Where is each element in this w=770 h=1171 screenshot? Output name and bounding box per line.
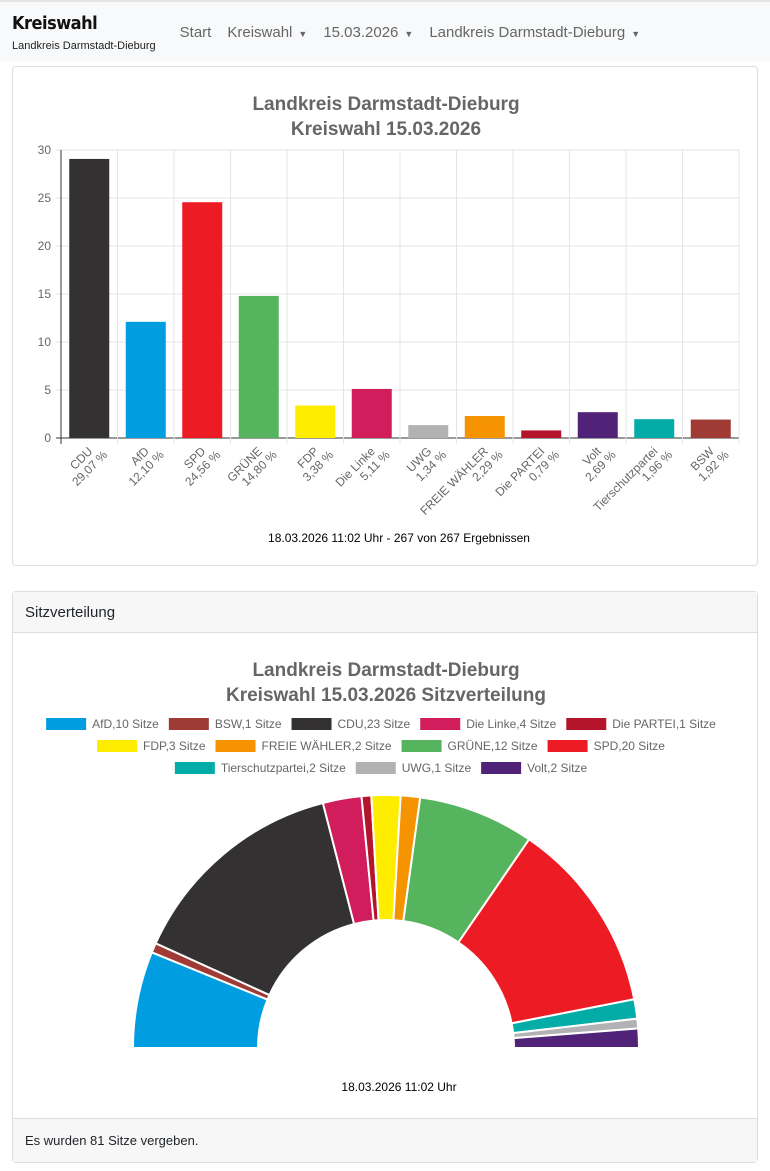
brand-title[interactable]: Kreiswahl bbox=[12, 12, 98, 34]
chart-subtitle: Kreiswahl 15.03.2026 Sitzverteilung bbox=[226, 685, 546, 706]
seats-card: Sitzverteilung Landkreis Darmstadt-Diebu… bbox=[12, 591, 758, 1163]
nav-item-label: 15.03.2026 bbox=[323, 23, 399, 41]
bar-AfD bbox=[125, 321, 166, 438]
legend-swatch bbox=[355, 762, 396, 774]
legend-swatch bbox=[420, 718, 461, 730]
seat-segment-CDU bbox=[154, 801, 356, 997]
seats-footer: Es wurden 81 Sitze vergeben. bbox=[13, 1118, 757, 1162]
legend-label: Die PARTEI,1 Sitze bbox=[612, 717, 716, 731]
bar-CDU bbox=[69, 158, 110, 438]
legend-swatch bbox=[547, 740, 588, 752]
nav-item[interactable]: Start bbox=[180, 24, 212, 41]
nav-item-label: Landkreis Darmstadt-Dieburg bbox=[429, 23, 626, 41]
chart-title: Landkreis Darmstadt-Dieburg bbox=[252, 94, 519, 115]
seat-segment-Volt bbox=[512, 1027, 641, 1049]
legend-label: AfD,10 Sitze bbox=[92, 717, 159, 731]
legend-swatch bbox=[481, 762, 522, 774]
chart-subtitle: Kreiswahl 15.03.2026 bbox=[291, 119, 481, 140]
legend-swatch bbox=[401, 740, 442, 752]
legend-swatch bbox=[174, 762, 215, 774]
brand[interactable]: Kreiswahl Landkreis Darmstadt-Dieburg bbox=[12, 13, 156, 52]
caret-down-icon: ▼ bbox=[404, 28, 414, 39]
caret-down-icon: ▼ bbox=[298, 28, 308, 39]
y-tick-label: 25 bbox=[38, 191, 52, 205]
bar-GRÜNE bbox=[238, 295, 279, 438]
legend-label: BSW,1 Sitze bbox=[215, 717, 282, 731]
caret-down-icon: ▼ bbox=[631, 28, 641, 39]
bar-UWG bbox=[408, 425, 449, 438]
bar-chart: Landkreis Darmstadt-Dieburg Kreiswahl 15.… bbox=[38, 94, 740, 545]
legend-swatch bbox=[97, 740, 138, 752]
seats-header: Sitzverteilung bbox=[13, 592, 757, 633]
nav-item-label: Kreiswahl bbox=[227, 23, 293, 41]
bar-Tierschutzpartei bbox=[634, 419, 675, 438]
nav-item-label: Start bbox=[179, 23, 212, 41]
y-tick-label: 10 bbox=[38, 335, 52, 349]
legend-label: Volt,2 Sitze bbox=[527, 761, 587, 775]
chart-title: Landkreis Darmstadt-Dieburg bbox=[252, 660, 519, 681]
legend-label: GRÜNE,12 Sitze bbox=[448, 739, 538, 753]
bar-BSW bbox=[690, 419, 731, 438]
legend-swatch bbox=[291, 718, 332, 730]
legend-swatch bbox=[215, 740, 256, 752]
legend-label: UWG,1 Sitze bbox=[402, 761, 472, 775]
navbar: Kreiswahl Landkreis Darmstadt-Dieburg St… bbox=[0, 0, 770, 62]
legend-label: FDP,3 Sitze bbox=[143, 739, 206, 753]
chart-footer: 18.03.2026 11:02 Uhr bbox=[341, 1080, 456, 1094]
y-tick-label: 5 bbox=[44, 383, 51, 397]
results-card: Landkreis Darmstadt-Dieburg Kreiswahl 15.… bbox=[12, 66, 758, 566]
nav-menu: Start Kreiswahl ▼ 15.03.2026 ▼ Landkreis Darm… bbox=[180, 24, 656, 41]
legend-label: FREIE WÄHLER,2 Sitze bbox=[262, 739, 392, 753]
brand-subtitle: Landkreis Darmstadt-Dieburg bbox=[12, 39, 156, 52]
legend-swatch bbox=[168, 718, 209, 730]
legend-label: Tierschutzpartei,2 Sitze bbox=[221, 761, 346, 775]
legend-swatch bbox=[46, 718, 87, 730]
legend-swatch bbox=[566, 718, 607, 730]
bar-FDP bbox=[295, 405, 336, 438]
legend-label: CDU,23 Sitze bbox=[338, 717, 411, 731]
y-tick-label: 15 bbox=[38, 287, 52, 301]
y-tick-label: 0 bbox=[44, 431, 51, 445]
bar-SPD bbox=[182, 202, 223, 438]
nav-item[interactable]: 15.03.2026 ▼ bbox=[323, 24, 413, 41]
bar-Die PARTEI bbox=[521, 430, 562, 438]
y-tick-label: 20 bbox=[38, 239, 52, 253]
legend-label: SPD,20 Sitze bbox=[594, 739, 666, 753]
seat-chart: Landkreis Darmstadt-Dieburg Kreiswahl 15.… bbox=[46, 660, 716, 1094]
bar-Die Linke bbox=[351, 388, 392, 438]
nav-item[interactable]: Landkreis Darmstadt-Dieburg ▼ bbox=[429, 24, 640, 41]
chart-footer: 18.03.2026 11:02 Uhr - 267 von 267 Ergeb… bbox=[268, 531, 530, 545]
y-tick-label: 30 bbox=[38, 143, 52, 157]
bar-Volt bbox=[577, 412, 618, 438]
legend-label: Die Linke,4 Sitze bbox=[466, 717, 556, 731]
bar-FREIE WÄHLER bbox=[464, 416, 505, 438]
nav-item[interactable]: Kreiswahl ▼ bbox=[227, 24, 307, 41]
